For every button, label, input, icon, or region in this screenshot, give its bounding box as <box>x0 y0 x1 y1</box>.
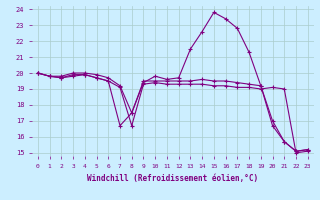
X-axis label: Windchill (Refroidissement éolien,°C): Windchill (Refroidissement éolien,°C) <box>87 174 258 183</box>
